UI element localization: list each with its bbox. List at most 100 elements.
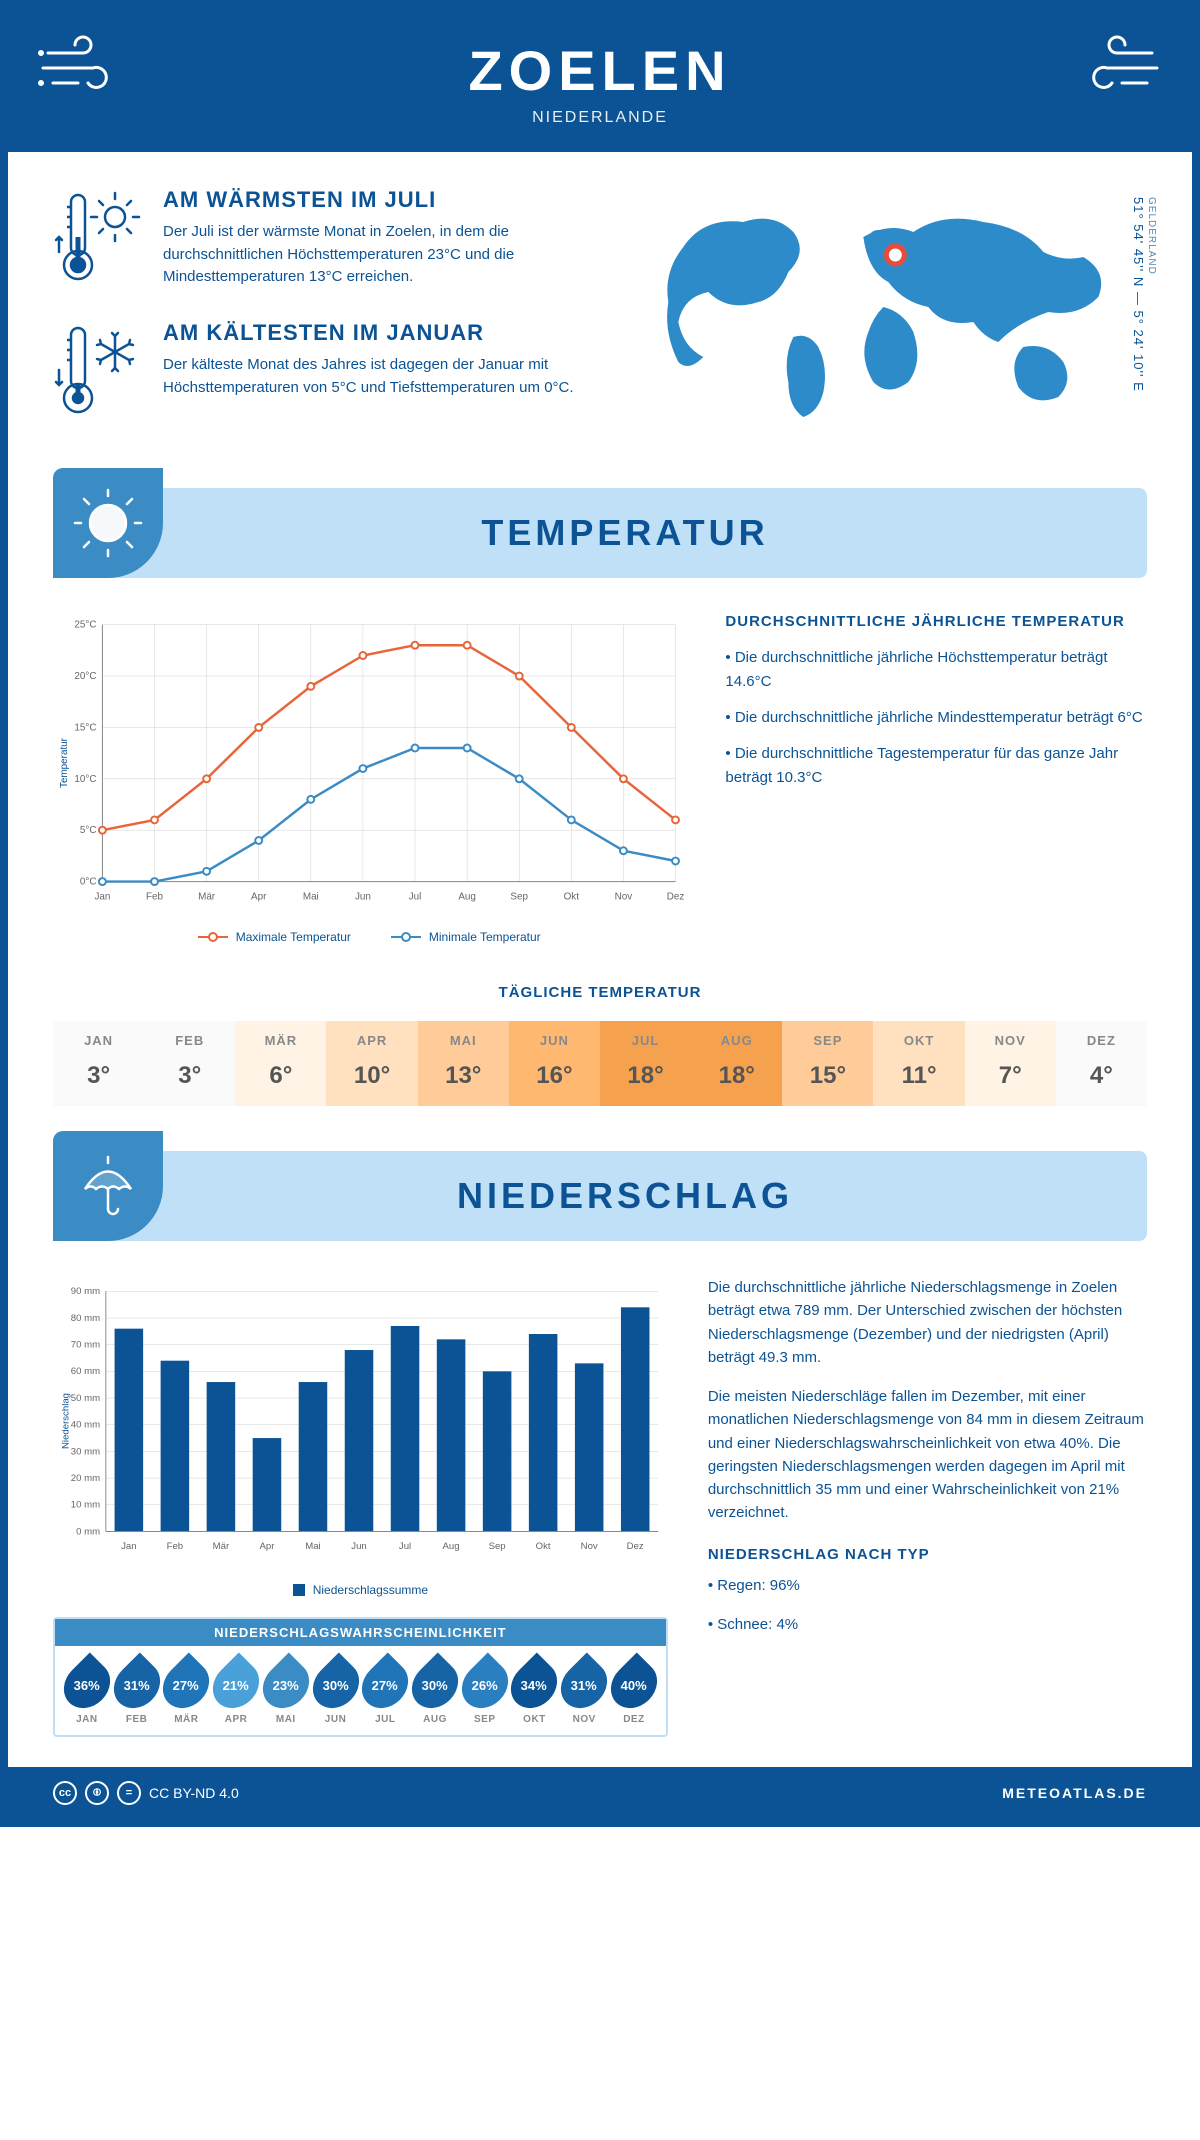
svg-text:Jan: Jan bbox=[94, 891, 110, 902]
daily-temp-cell: FEB3° bbox=[144, 1021, 235, 1106]
coldest-text: Der kälteste Monat des Jahres ist dagege… bbox=[163, 354, 610, 399]
intro-section: AM WÄRMSTEN IM JULI Der Juli ist der wär… bbox=[8, 152, 1192, 478]
prob-cell: 31%NOV bbox=[560, 1660, 608, 1725]
daily-temp-cell: MÄR6° bbox=[235, 1021, 326, 1106]
svg-text:Apr: Apr bbox=[251, 891, 267, 902]
wind-icon-left bbox=[38, 33, 128, 108]
svg-text:20 mm: 20 mm bbox=[71, 1473, 100, 1484]
svg-text:70 mm: 70 mm bbox=[71, 1340, 100, 1351]
nd-icon: = bbox=[117, 1781, 141, 1805]
daily-temp-cell: JUL18° bbox=[600, 1021, 691, 1106]
temperature-banner: TEMPERATUR bbox=[53, 488, 1147, 578]
warmest-fact: AM WÄRMSTEN IM JULI Der Juli ist der wär… bbox=[53, 187, 610, 292]
warmest-text: Der Juli ist der wärmste Monat in Zoelen… bbox=[163, 221, 610, 289]
prob-title: NIEDERSCHLAGSWAHRSCHEINLICHKEIT bbox=[55, 1619, 666, 1646]
daily-temp-cell: OKT11° bbox=[873, 1021, 964, 1106]
daily-temp-section: TÄGLICHE TEMPERATUR JAN3°FEB3°MÄR6°APR10… bbox=[8, 964, 1192, 1141]
coldest-title: AM KÄLTESTEN IM JANUAR bbox=[163, 320, 610, 346]
daily-temp-cell: SEP15° bbox=[782, 1021, 873, 1106]
svg-text:Niederschlag: Niederschlag bbox=[60, 1393, 71, 1449]
prob-cell: 34%OKT bbox=[511, 1660, 559, 1725]
svg-text:Dez: Dez bbox=[627, 1541, 644, 1552]
svg-text:Okt: Okt bbox=[564, 891, 580, 902]
prob-cell: 23%MAI bbox=[262, 1660, 310, 1725]
svg-text:10 mm: 10 mm bbox=[71, 1500, 100, 1511]
temperature-line-chart: 0°C5°C10°C15°C20°C25°CJanFebMärAprMaiJun… bbox=[53, 613, 685, 944]
location-subtitle: NIEDERLANDE bbox=[28, 109, 1172, 127]
svg-text:Feb: Feb bbox=[167, 1541, 184, 1552]
daily-temp-cell: JUN16° bbox=[509, 1021, 600, 1106]
svg-text:5°C: 5°C bbox=[80, 825, 97, 836]
svg-text:0 mm: 0 mm bbox=[76, 1526, 100, 1537]
precipitation-banner: NIEDERSCHLAG bbox=[53, 1151, 1147, 1241]
svg-text:Sep: Sep bbox=[510, 891, 528, 902]
by-icon: 🅯 bbox=[85, 1781, 109, 1805]
svg-text:10°C: 10°C bbox=[74, 774, 96, 785]
precip-chart-legend: Niederschlagssumme bbox=[53, 1583, 668, 1597]
svg-text:Jul: Jul bbox=[409, 891, 422, 902]
prob-cell: 30%JUN bbox=[312, 1660, 360, 1725]
prob-cell: 26%SEP bbox=[461, 1660, 509, 1725]
svg-text:20°C: 20°C bbox=[74, 671, 96, 682]
svg-text:Jun: Jun bbox=[351, 1541, 366, 1552]
svg-text:60 mm: 60 mm bbox=[71, 1366, 100, 1377]
svg-text:30 mm: 30 mm bbox=[71, 1446, 100, 1457]
daily-temp-cell: JAN3° bbox=[53, 1021, 144, 1106]
svg-text:Nov: Nov bbox=[615, 891, 633, 902]
precipitation-bar-chart: 0 mm 10 mm 20 mm 30 mm 40 mm 50 mm 60 mm 70 mm 8… bbox=[53, 1276, 668, 1597]
temperature-heading: TEMPERATUR bbox=[163, 512, 1147, 554]
infographic-frame: ZOELEN NIEDERLANDE AM WÄRMSTEN IM JULI D… bbox=[0, 0, 1200, 1827]
sun-icon bbox=[53, 468, 163, 578]
thermometer-sun-icon bbox=[53, 187, 143, 292]
daily-temp-cell: MAI13° bbox=[418, 1021, 509, 1106]
header: ZOELEN NIEDERLANDE bbox=[8, 8, 1192, 152]
prob-cell: 30%AUG bbox=[411, 1660, 459, 1725]
svg-text:Temperatur: Temperatur bbox=[59, 737, 70, 788]
svg-text:40 mm: 40 mm bbox=[71, 1420, 100, 1431]
license-text: CC BY-ND 4.0 bbox=[149, 1785, 239, 1801]
svg-text:80 mm: 80 mm bbox=[71, 1313, 100, 1324]
svg-text:0°C: 0°C bbox=[80, 877, 97, 888]
precip-text: Die durchschnittliche jährliche Niedersc… bbox=[708, 1276, 1147, 1737]
precip-p2: Die meisten Niederschläge fallen im Deze… bbox=[708, 1385, 1147, 1525]
svg-text:Feb: Feb bbox=[146, 891, 164, 902]
daily-temp-title: TÄGLICHE TEMPERATUR bbox=[53, 984, 1147, 1001]
precip-legend-label: Niederschlagssumme bbox=[313, 1583, 428, 1597]
precip-p1: Die durchschnittliche jährliche Niedersc… bbox=[708, 1276, 1147, 1369]
svg-text:Apr: Apr bbox=[259, 1541, 275, 1552]
prob-cell: 31%FEB bbox=[113, 1660, 161, 1725]
wind-icon-right bbox=[1072, 33, 1162, 108]
temp-info-title: DURCHSCHNITTLICHE JÄHRLICHE TEMPERATUR bbox=[725, 613, 1147, 630]
svg-text:50 mm: 50 mm bbox=[71, 1393, 100, 1404]
temp-bullet-2: • Die durchschnittliche jährliche Mindes… bbox=[725, 706, 1147, 730]
svg-text:Mär: Mär bbox=[213, 1541, 230, 1552]
prob-cell: 27%MÄR bbox=[162, 1660, 210, 1725]
svg-text:Aug: Aug bbox=[443, 1541, 460, 1552]
license: cc 🅯 = CC BY-ND 4.0 bbox=[53, 1781, 239, 1805]
svg-text:Jul: Jul bbox=[399, 1541, 411, 1552]
svg-text:Mai: Mai bbox=[305, 1541, 320, 1552]
region-label: GELDERLAND bbox=[1146, 197, 1157, 388]
daily-temp-cell: NOV7° bbox=[965, 1021, 1056, 1106]
svg-text:Mai: Mai bbox=[303, 891, 319, 902]
coordinates: GELDERLAND 51° 54' 45'' N — 5° 24' 10'' … bbox=[1131, 197, 1157, 392]
world-map: GELDERLAND 51° 54' 45'' N — 5° 24' 10'' … bbox=[640, 187, 1147, 453]
svg-text:Dez: Dez bbox=[667, 891, 685, 902]
cc-icon: cc bbox=[53, 1781, 77, 1805]
svg-text:25°C: 25°C bbox=[74, 620, 96, 631]
svg-text:Sep: Sep bbox=[489, 1541, 506, 1552]
temp-bullet-3: • Die durchschnittliche Tagestemperatur … bbox=[725, 742, 1147, 790]
temp-info: DURCHSCHNITTLICHE JÄHRLICHE TEMPERATUR •… bbox=[725, 613, 1147, 944]
svg-text:Mär: Mär bbox=[198, 891, 216, 902]
prob-cell: 27%JUL bbox=[361, 1660, 409, 1725]
svg-text:Nov: Nov bbox=[581, 1541, 598, 1552]
precipitation-probability-box: NIEDERSCHLAGSWAHRSCHEINLICHKEIT 36%JAN31… bbox=[53, 1617, 668, 1737]
daily-temp-cell: DEZ4° bbox=[1056, 1021, 1147, 1106]
coords-text: 51° 54' 45'' N — 5° 24' 10'' E bbox=[1131, 197, 1146, 392]
temp-chart-legend: .legend-line[style*='e8653a']::after{bor… bbox=[53, 930, 685, 944]
prob-cell: 36%JAN bbox=[63, 1660, 111, 1725]
prob-cell: 21%APR bbox=[212, 1660, 260, 1725]
thermometer-snow-icon bbox=[53, 320, 143, 425]
daily-temp-cell: AUG18° bbox=[691, 1021, 782, 1106]
svg-text:Okt: Okt bbox=[536, 1541, 551, 1552]
